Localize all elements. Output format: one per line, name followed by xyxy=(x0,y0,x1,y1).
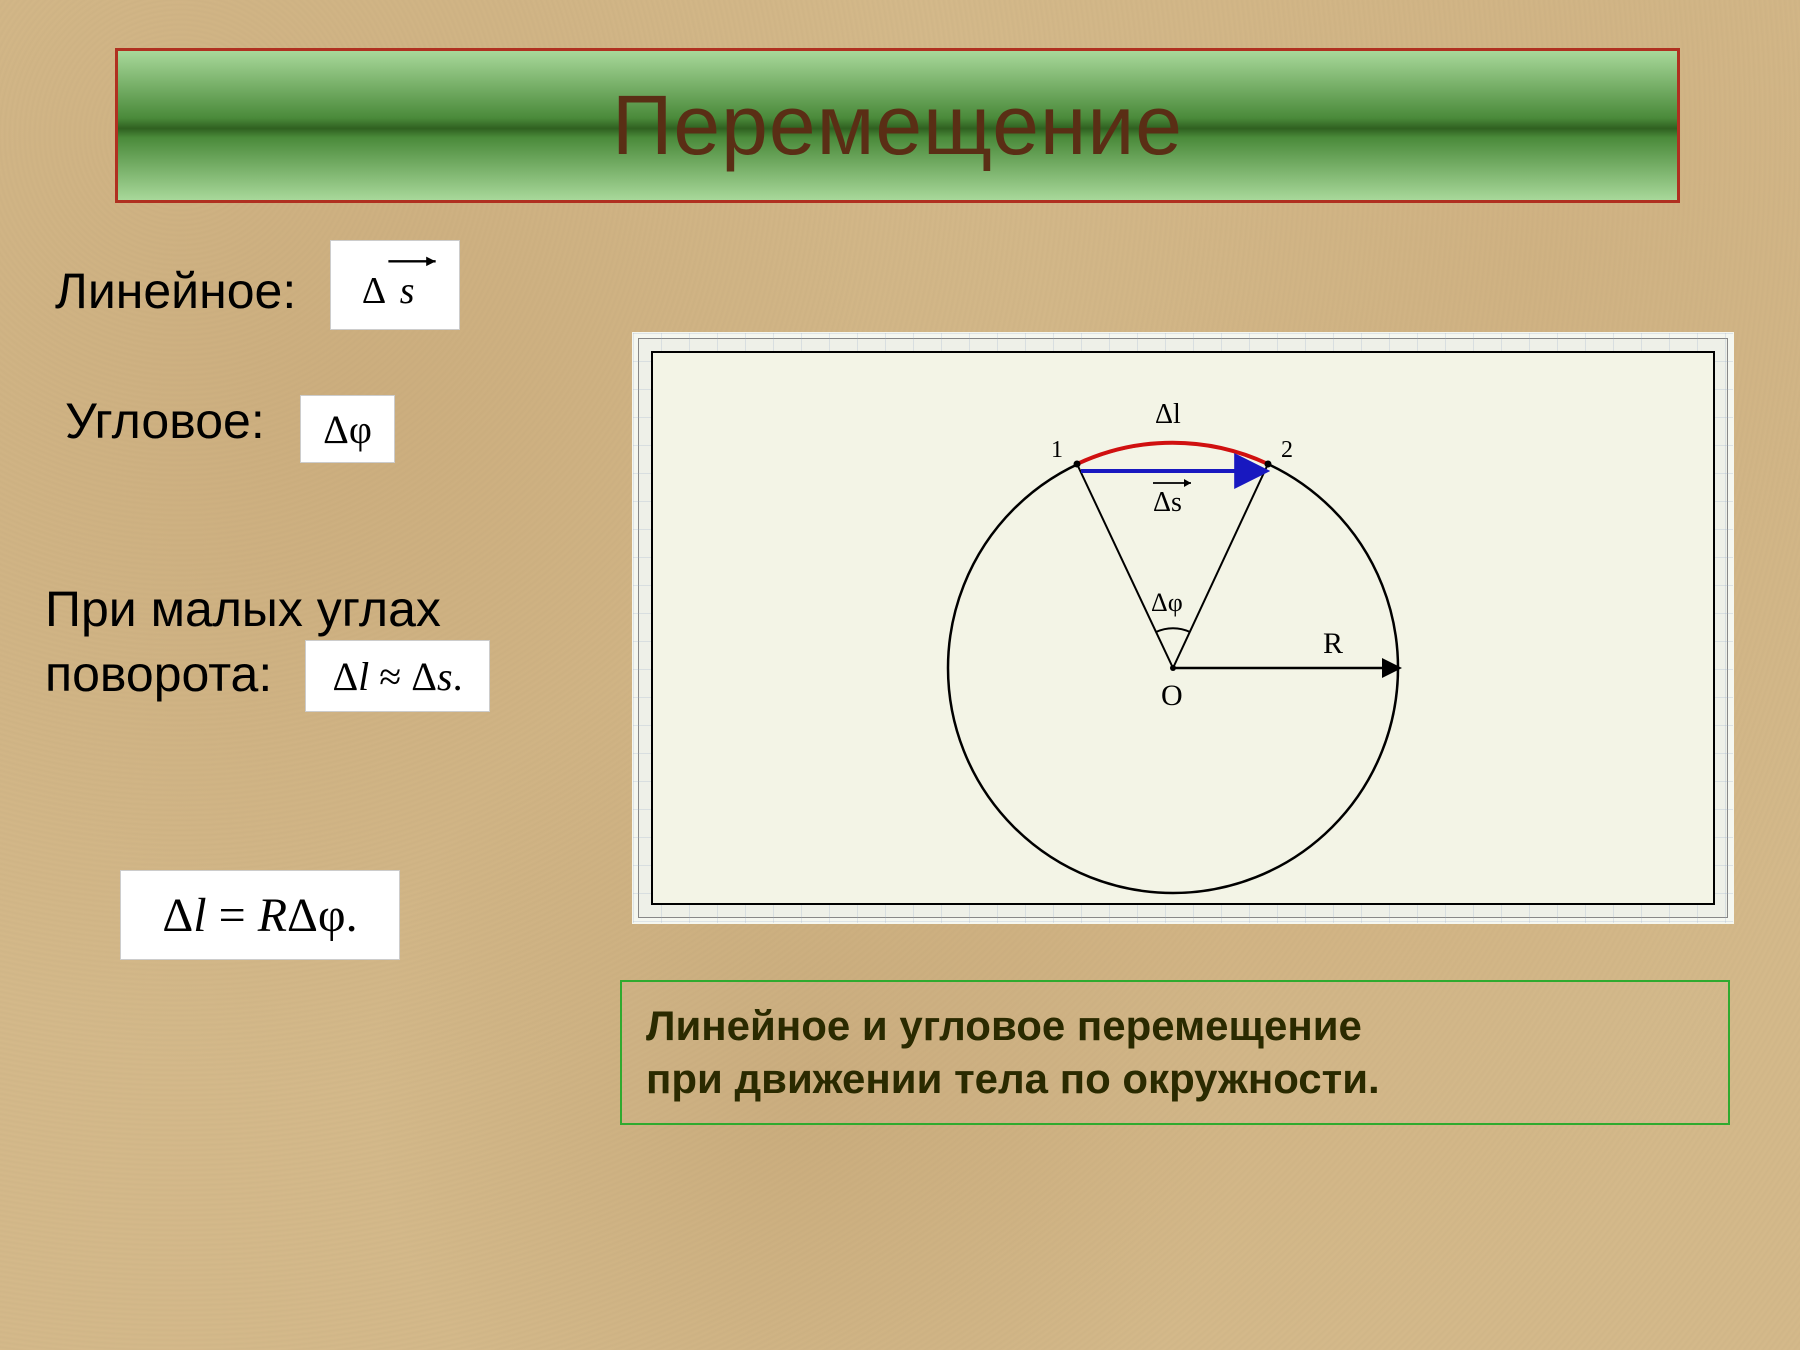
label-ds: Δs xyxy=(1153,487,1182,518)
point-2-dot xyxy=(1265,461,1272,468)
circle-diagram-svg: O R Δφ Δs Δl 1 2 xyxy=(653,353,1713,903)
diagram-panel: O R Δφ Δs Δl 1 2 xyxy=(651,351,1715,905)
label-R: R xyxy=(1323,627,1343,660)
label-linear: Линейное: xyxy=(55,262,296,320)
formula-delta-s: Δ s xyxy=(330,240,460,330)
caption-line-2: при движении тела по окружности. xyxy=(646,1053,1704,1106)
center-dot xyxy=(1170,665,1176,671)
radius-to-2 xyxy=(1173,464,1268,668)
label-dl: Δl xyxy=(1155,399,1181,430)
title-banner: Перемещение xyxy=(115,48,1680,203)
delta-s-svg: Δ s xyxy=(343,246,447,324)
angle-arc xyxy=(1156,628,1190,632)
label-p2: 2 xyxy=(1281,437,1293,463)
formula-arc: Δl = RΔφ. xyxy=(120,870,400,960)
svg-text:Δ: Δ xyxy=(362,270,386,312)
label-dphi: Δφ xyxy=(1151,588,1183,617)
formula-approx: Δl ≈ Δs. xyxy=(305,640,490,712)
diagram-frame: O R Δφ Δs Δl 1 2 xyxy=(638,338,1728,918)
label-O: O xyxy=(1161,679,1183,712)
label-small-angles-1: При малых углах xyxy=(45,580,441,638)
point-1-dot xyxy=(1074,461,1081,468)
formula-delta-phi-text: Δφ xyxy=(323,406,372,453)
svg-text:s: s xyxy=(400,270,415,312)
arc-delta-l xyxy=(1077,443,1268,464)
caption-line-1: Линейное и угловое перемещение xyxy=(646,1000,1704,1053)
formula-delta-phi: Δφ xyxy=(300,395,395,463)
label-angular: Угловое: xyxy=(65,392,265,450)
label-p1: 1 xyxy=(1051,437,1063,463)
formula-arc-text: Δl = RΔφ. xyxy=(162,888,357,943)
page-title: Перемещение xyxy=(612,77,1183,174)
formula-approx-text: Δl ≈ Δs. xyxy=(332,653,462,700)
label-small-angles-2: поворота: xyxy=(45,645,272,703)
caption-box: Линейное и угловое перемещение при движе… xyxy=(620,980,1730,1125)
